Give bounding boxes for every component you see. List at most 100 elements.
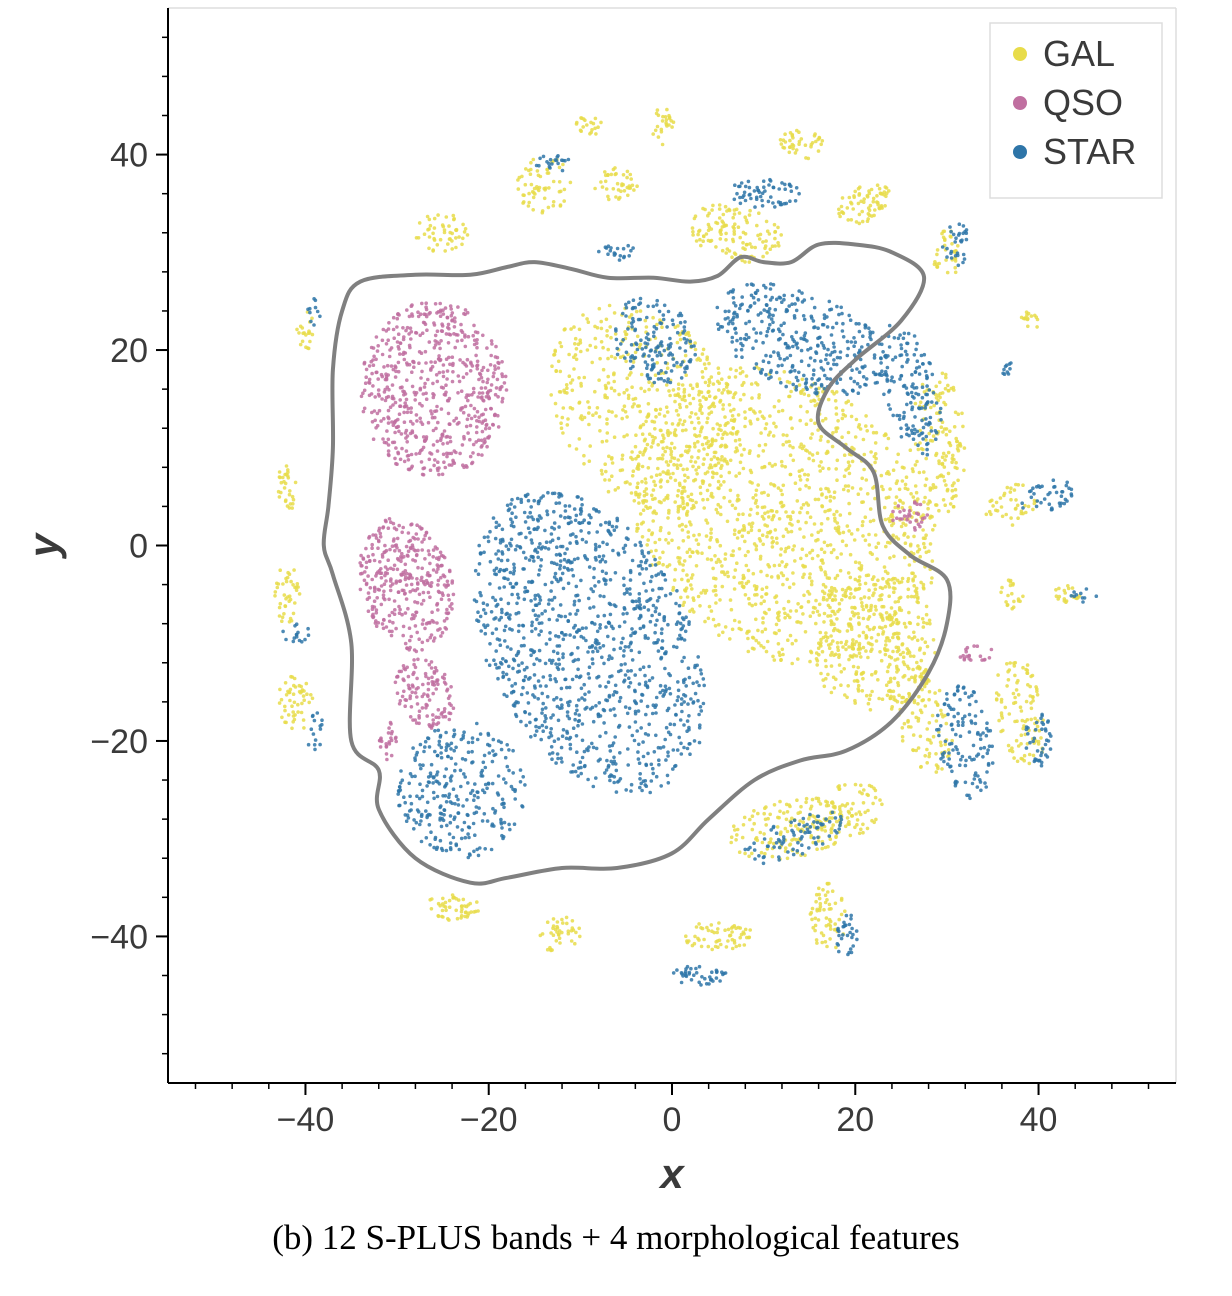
data-point xyxy=(587,405,592,410)
data-point xyxy=(578,338,582,343)
data-point xyxy=(713,463,717,468)
data-point xyxy=(620,416,624,421)
data-point xyxy=(790,816,794,821)
data-point xyxy=(885,191,889,195)
data-point xyxy=(918,734,923,739)
data-point xyxy=(872,575,876,579)
data-point xyxy=(545,920,550,924)
data-point xyxy=(1005,684,1009,688)
data-point xyxy=(529,167,533,172)
data-point xyxy=(403,404,407,409)
data-point xyxy=(384,752,389,756)
data-point xyxy=(696,594,701,599)
data-point xyxy=(827,902,832,907)
data-point xyxy=(865,429,869,433)
data-point xyxy=(398,341,403,346)
data-point xyxy=(611,187,616,191)
data-point xyxy=(603,173,608,178)
data-point xyxy=(416,657,420,662)
data-point xyxy=(682,419,687,424)
data-point xyxy=(407,314,412,319)
data-point xyxy=(431,428,436,433)
data-point xyxy=(424,301,429,306)
data-point xyxy=(410,314,415,318)
data-point xyxy=(844,642,848,646)
data-point xyxy=(698,491,703,496)
data-point xyxy=(638,572,642,576)
data-point xyxy=(754,381,758,385)
data-point xyxy=(645,506,650,511)
data-point xyxy=(852,613,856,618)
data-point xyxy=(643,477,648,481)
data-point xyxy=(417,709,422,713)
data-point xyxy=(839,552,843,556)
data-point xyxy=(391,367,396,372)
data-point xyxy=(808,572,812,576)
data-point xyxy=(426,549,431,553)
data-point xyxy=(396,360,401,365)
data-point xyxy=(1035,689,1039,694)
data-point xyxy=(436,583,440,587)
data-point xyxy=(893,698,898,703)
data-point xyxy=(559,421,563,426)
data-point xyxy=(366,554,371,559)
data-point xyxy=(912,501,917,505)
data-point xyxy=(960,411,964,416)
data-point xyxy=(566,929,571,933)
data-point xyxy=(502,381,507,385)
data-point xyxy=(424,578,429,583)
data-point xyxy=(923,754,927,758)
data-point xyxy=(634,309,639,314)
data-point xyxy=(755,838,760,843)
data-point xyxy=(819,644,823,648)
data-point xyxy=(818,901,823,906)
data-point xyxy=(445,607,449,612)
data-point xyxy=(444,627,449,631)
data-point xyxy=(723,445,728,449)
data-point xyxy=(416,582,420,586)
data-point xyxy=(762,811,766,816)
data-point xyxy=(364,581,369,586)
data-point xyxy=(293,585,297,590)
data-point xyxy=(953,265,957,270)
data-point xyxy=(872,582,876,587)
data-point xyxy=(664,122,669,127)
data-point xyxy=(644,481,648,485)
data-point xyxy=(498,643,503,647)
data-point xyxy=(894,535,899,539)
data-point xyxy=(367,559,372,563)
data-point xyxy=(855,818,860,822)
data-point xyxy=(436,914,441,919)
data-point xyxy=(791,510,795,514)
data-point xyxy=(395,556,400,561)
data-point xyxy=(415,553,419,557)
data-point xyxy=(632,188,636,192)
data-point xyxy=(768,414,772,418)
data-point xyxy=(483,437,487,442)
data-point xyxy=(635,184,639,188)
data-point xyxy=(654,415,658,419)
data-point xyxy=(910,711,915,715)
data-point xyxy=(372,409,377,413)
data-point xyxy=(817,892,821,897)
data-point xyxy=(1011,605,1016,609)
data-point xyxy=(717,921,721,925)
data-point xyxy=(824,924,829,928)
data-point xyxy=(1022,724,1026,728)
data-point xyxy=(555,562,559,567)
data-point xyxy=(628,482,632,486)
data-point xyxy=(815,847,819,851)
data-point xyxy=(627,186,631,190)
data-point xyxy=(788,444,792,448)
data-point xyxy=(574,347,579,351)
data-point xyxy=(1019,709,1024,713)
data-point xyxy=(706,383,711,388)
data-point xyxy=(844,639,849,644)
data-point xyxy=(837,601,842,606)
data-point xyxy=(442,676,447,681)
data-point xyxy=(952,457,956,462)
data-point xyxy=(510,684,514,688)
data-point xyxy=(751,571,756,576)
data-point xyxy=(593,584,597,588)
data-point xyxy=(882,565,887,569)
